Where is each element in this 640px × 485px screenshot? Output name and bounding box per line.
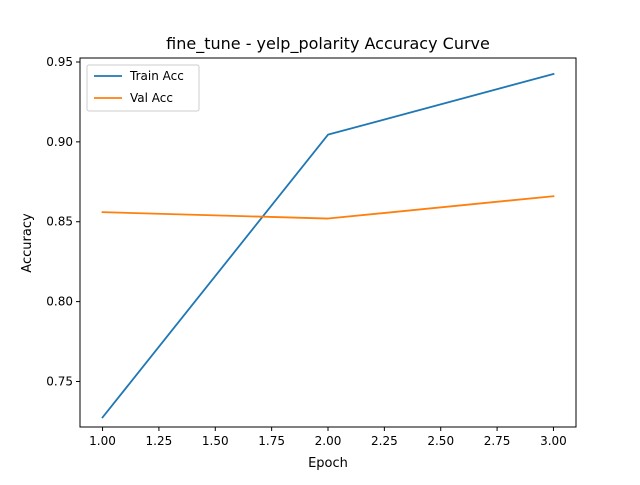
x-axis-label: Epoch — [308, 456, 348, 471]
x-tick-label: 2.50 — [427, 434, 454, 448]
x-tick-label: 2.00 — [315, 434, 342, 448]
series-line-1 — [101, 72, 555, 419]
y-tick-label: 0.90 — [46, 135, 73, 149]
x-tick-label: 1.00 — [89, 434, 116, 448]
x-tick-label: 1.25 — [146, 434, 173, 448]
y-tick-label: 0.75 — [46, 374, 73, 388]
x-tick-label: 2.25 — [371, 434, 398, 448]
y-tick-label: 0.95 — [46, 55, 73, 69]
y-axis-label: Accuracy — [20, 213, 35, 273]
series-line-2 — [101, 195, 555, 220]
x-tick-label: 2.75 — [484, 434, 511, 448]
plot-area: 1.00 1.25 1.50 1.75 2.00 2.25 2.50 2.75 3.00 0.75… — [46, 55, 577, 448]
x-tick-label: 1.50 — [202, 434, 229, 448]
plot-frame — [79, 57, 577, 428]
x-tick-label: 1.75 — [258, 434, 285, 448]
legend-label-1: Train Acc — [129, 69, 184, 83]
y-tick-label: 0.80 — [46, 295, 73, 309]
legend-label-2: Val Acc — [130, 91, 173, 105]
x-tick-label: 3.00 — [540, 434, 567, 448]
y-tick-label: 0.85 — [46, 215, 73, 229]
chart-title: fine_tune - yelp_polarity Accuracy Curve — [166, 34, 490, 54]
